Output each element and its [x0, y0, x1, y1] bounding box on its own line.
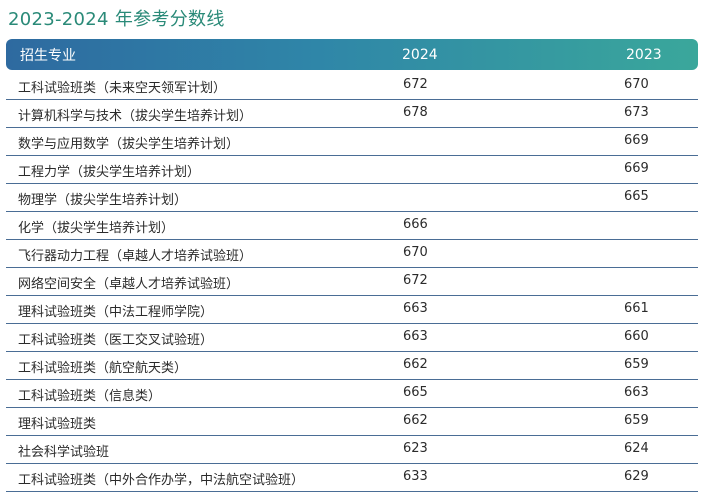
table-row: 工科试验班类（中外合作办学，中法航空试验班） 633 629: [6, 464, 698, 492]
cell-2023: 670: [624, 77, 649, 92]
cell-2024: 670: [403, 245, 428, 260]
cell-2023: 669: [624, 133, 649, 148]
cell-major: 工程力学（拔尖学生培养计划）: [18, 165, 201, 180]
cell-major: 社会科学试验班: [18, 445, 110, 460]
cell-2024: 633: [403, 469, 428, 484]
cell-major: 工科试验班类（中外合作办学，中法航空试验班）: [18, 473, 305, 488]
table-header: 招生专业 2024 2023: [6, 39, 698, 70]
table-row: 工科试验班类（信息类） 665 663: [6, 380, 698, 408]
table-row: 工科试验班类（航空航天类） 662 659: [6, 352, 698, 380]
cell-2023: 629: [624, 469, 649, 484]
cell-major: 工科试验班类（航空航天类）: [18, 361, 188, 376]
table-row: 社会科学试验班 623 624: [6, 436, 698, 464]
cell-major: 工科试验班类（未来空天领军计划）: [18, 81, 227, 96]
score-table: 招生专业 2024 2023 工科试验班类（未来空天领军计划） 672 670 计算机…: [6, 39, 698, 492]
cell-major: 理科试验班类: [18, 417, 97, 432]
table-row: 计算机科学与技术（拔尖学生培养计划） 678 673: [6, 100, 698, 128]
table-row: 理科试验班类 662 659: [6, 408, 698, 436]
cell-2024: 663: [403, 301, 428, 316]
table-row: 工程力学（拔尖学生培养计划） 669: [6, 156, 698, 184]
cell-2024: 663: [403, 329, 428, 344]
cell-2023: 659: [624, 357, 649, 372]
table-row: 化学（拔尖学生培养计划） 666: [6, 212, 698, 240]
cell-major: 化学（拔尖学生培养计划）: [18, 221, 175, 236]
header-major: 招生专业: [20, 47, 76, 64]
cell-2024: 672: [403, 273, 428, 288]
table-row: 数学与应用数学（拔尖学生培养计划） 669: [6, 128, 698, 156]
cell-2024: 665: [403, 385, 428, 400]
cell-major: 数学与应用数学（拔尖学生培养计划）: [18, 137, 240, 152]
cell-2023: 663: [624, 385, 649, 400]
cell-major: 工科试验班类（信息类）: [18, 389, 162, 404]
cell-major: 理科试验班类（中法工程师学院）: [18, 305, 214, 320]
cell-2023: 660: [624, 329, 649, 344]
cell-2024: 662: [403, 357, 428, 372]
cell-2024: 666: [403, 217, 428, 232]
cell-2023: 665: [624, 189, 649, 204]
cell-major: 网络空间安全（卓越人才培养试验班）: [18, 277, 240, 292]
table-row: 物理学（拔尖学生培养计划） 665: [6, 184, 698, 212]
cell-2024: 678: [403, 105, 428, 120]
cell-major: 物理学（拔尖学生培养计划）: [18, 193, 188, 208]
cell-2023: 669: [624, 161, 649, 176]
cell-2024: 662: [403, 413, 428, 428]
cell-2023: 661: [624, 301, 649, 316]
page-title: 2023-2024 年参考分数线: [8, 9, 225, 30]
cell-major: 飞行器动力工程（卓越人才培养试验班）: [18, 249, 253, 264]
cell-2024: 623: [403, 441, 428, 456]
cell-2023: 659: [624, 413, 649, 428]
cell-major: 计算机科学与技术（拔尖学生培养计划）: [18, 109, 253, 124]
table-row: 网络空间安全（卓越人才培养试验班） 672: [6, 268, 698, 296]
cell-2023: 624: [624, 441, 649, 456]
cell-2024: 672: [403, 77, 428, 92]
table-row: 飞行器动力工程（卓越人才培养试验班） 670: [6, 240, 698, 268]
cell-2023: 673: [624, 105, 649, 120]
table-row: 理科试验班类（中法工程师学院） 663 661: [6, 296, 698, 324]
cell-major: 工科试验班类（医工交叉试验班）: [18, 333, 214, 348]
header-2024: 2024: [402, 46, 438, 63]
table-row: 工科试验班类（未来空天领军计划） 672 670: [6, 72, 698, 100]
header-2023: 2023: [626, 46, 662, 63]
table-row: 工科试验班类（医工交叉试验班） 663 660: [6, 324, 698, 352]
table-body: 工科试验班类（未来空天领军计划） 672 670 计算机科学与技术（拔尖学生培养计划）…: [6, 72, 698, 492]
